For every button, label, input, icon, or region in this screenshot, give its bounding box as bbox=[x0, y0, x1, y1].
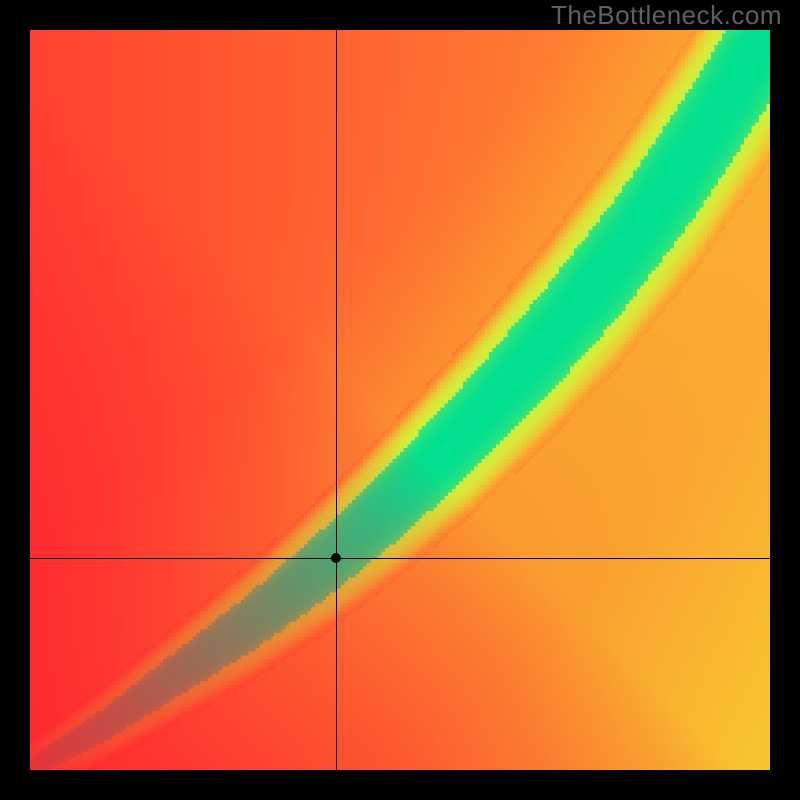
crosshair-vertical bbox=[336, 30, 337, 770]
watermark-text: TheBottleneck.com bbox=[551, 0, 782, 31]
chart-frame: TheBottleneck.com bbox=[0, 0, 800, 800]
heatmap-plot bbox=[30, 30, 770, 770]
heatmap-canvas bbox=[30, 30, 770, 770]
crosshair-horizontal bbox=[30, 558, 770, 559]
crosshair-marker bbox=[331, 553, 341, 563]
